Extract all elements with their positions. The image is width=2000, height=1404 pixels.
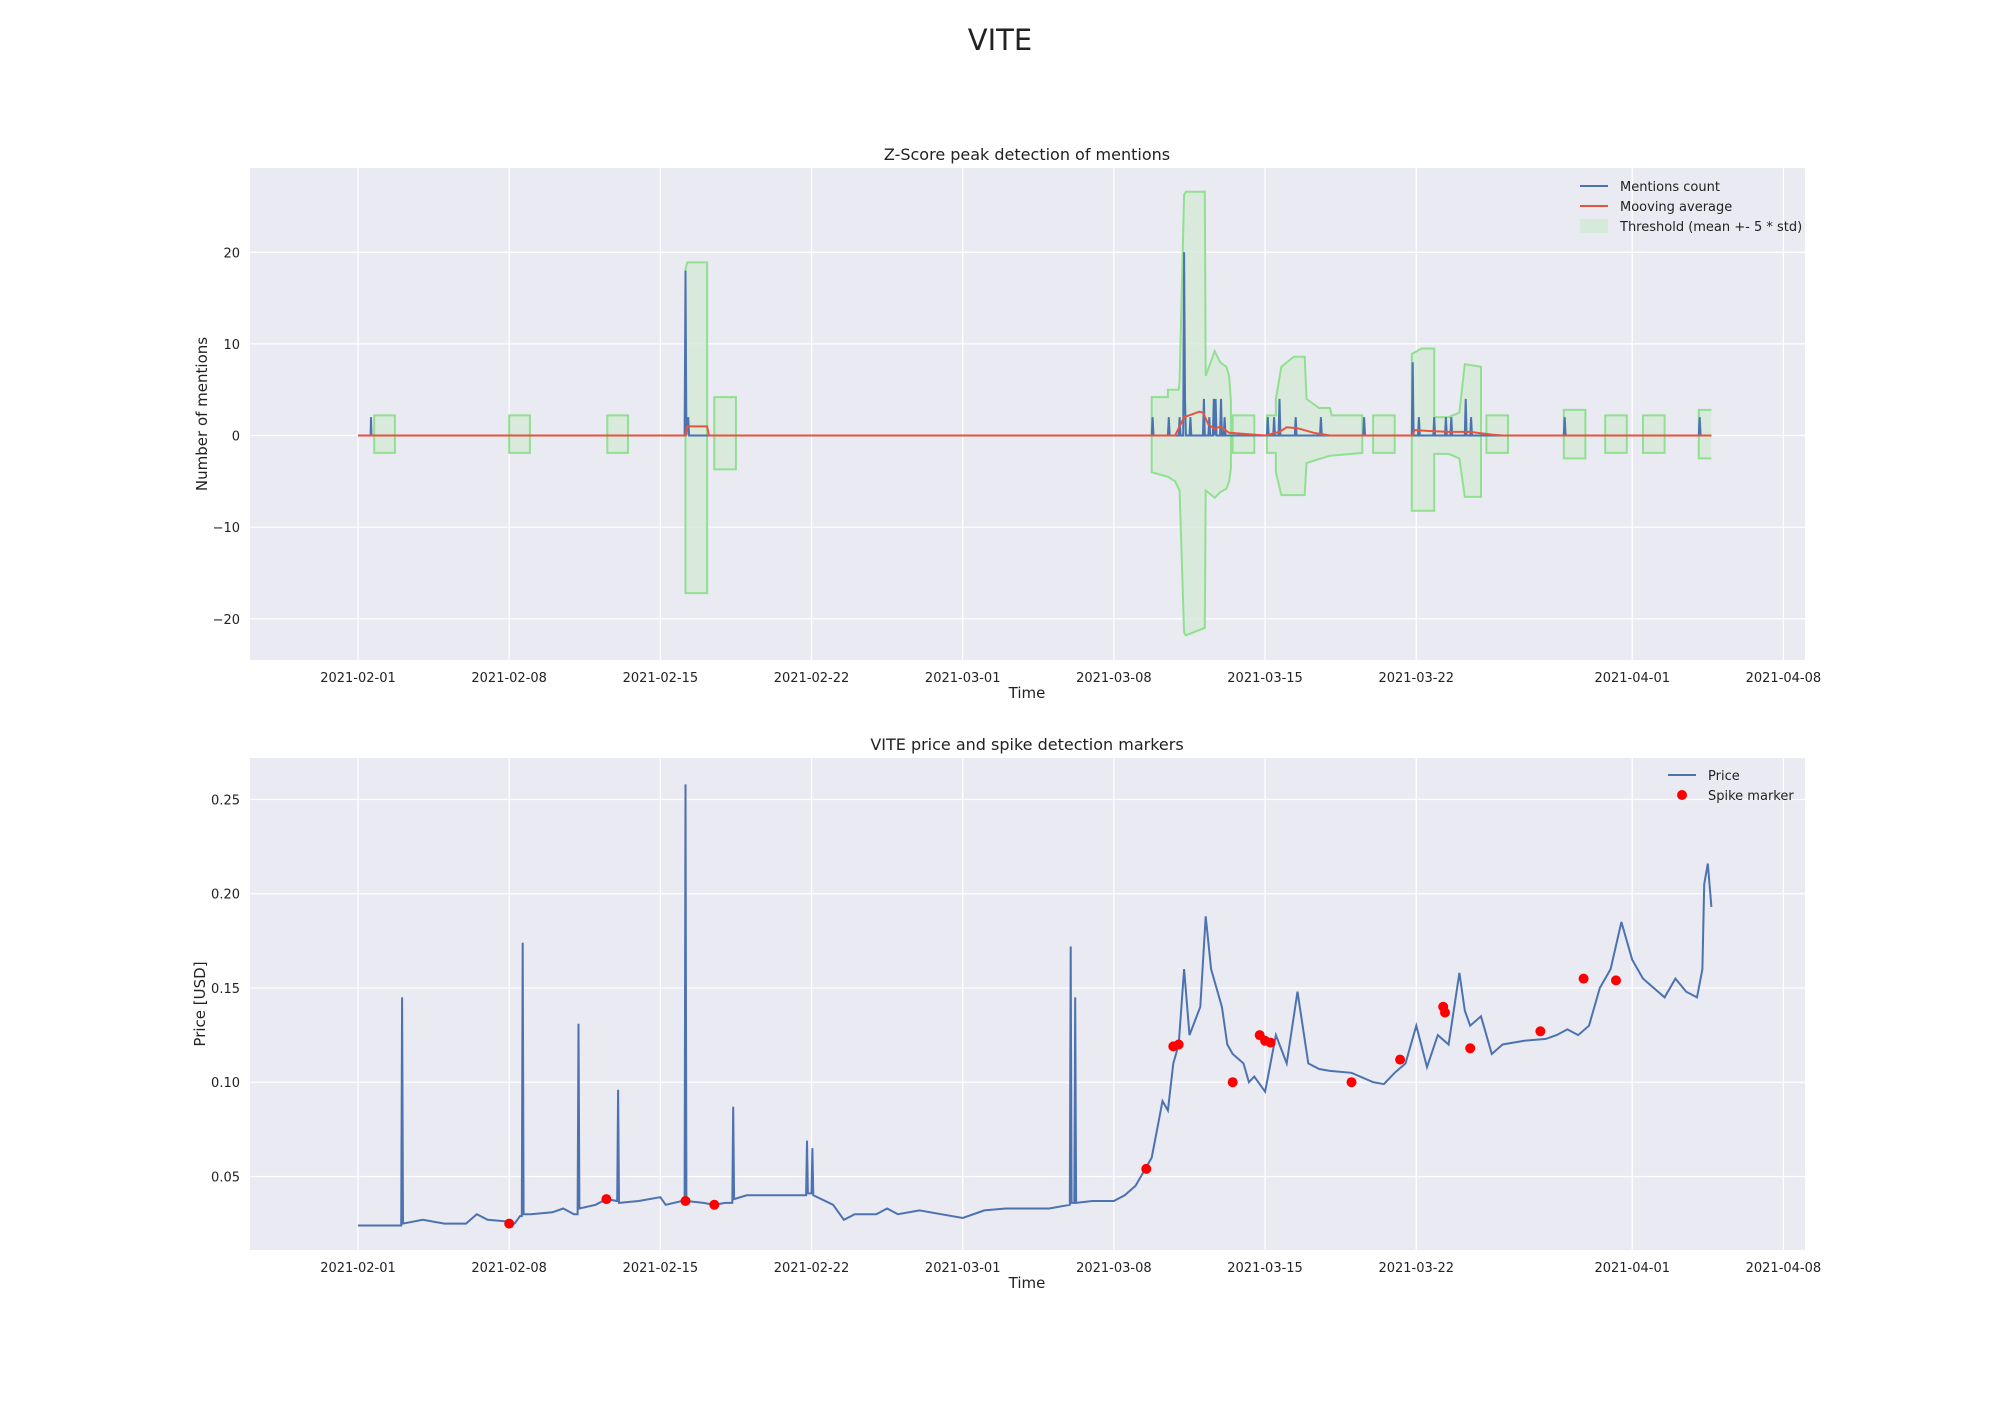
price-line [358, 784, 1713, 1227]
mentions-ytick-label: −10 [213, 521, 240, 536]
mentions-xtick-label: 2021-02-22 [774, 671, 850, 686]
mentions-ytick-label: 0 [232, 430, 240, 445]
spike-marker [1611, 975, 1621, 986]
price-plot-area [358, 784, 1713, 1229]
price-title: VITE price and spike detection markers [870, 735, 1183, 754]
threshold-lower-line [358, 434, 1712, 637]
price-ytick-label: 0.25 [211, 793, 240, 808]
price-ylabel: Price [USD] [191, 961, 209, 1046]
mentions-title: Z-Score peak detection of mentions [884, 145, 1170, 164]
spike-marker [1265, 1037, 1276, 1048]
legend-moving-average-label: Mooving average [1620, 200, 1732, 215]
price-xtick-label: 2021-02-22 [774, 1261, 850, 1276]
spike-marker [504, 1218, 515, 1229]
mentions-ticks: 2021-02-01 2021-02-08 2021-02-15 2021-02-22… [213, 246, 1822, 686]
legend-spike-label: Spike marker [1708, 789, 1794, 804]
spike-marker [1535, 1026, 1546, 1037]
spike-marker [1440, 1007, 1450, 1018]
price-legend: Price Spike marker [1668, 769, 1794, 804]
price-ytick-label: 0.10 [211, 1076, 240, 1091]
mentions-xtick-label: 2021-04-08 [1746, 671, 1822, 686]
price-xtick-label: 2021-02-08 [471, 1261, 547, 1276]
moving-average-line [358, 410, 1712, 437]
price-panel: 2021-02-01 2021-02-08 2021-02-15 2021-02-22… [191, 735, 1821, 1292]
mentions-xtick-label: 2021-03-22 [1378, 671, 1454, 686]
price-ytick-label: 0.05 [211, 1170, 240, 1185]
spike-marker [709, 1199, 720, 1210]
price-xtick-label: 2021-02-15 [623, 1261, 699, 1276]
mentions-xtick-label: 2021-02-01 [320, 671, 396, 686]
price-xtick-label: 2021-04-01 [1594, 1261, 1670, 1276]
mentions-ytick-label: −20 [213, 613, 240, 628]
price-xlabel: Time [1008, 1274, 1046, 1292]
mentions-ytick-label: 20 [223, 246, 240, 261]
mentions-ylabel: Number of mentions [193, 337, 211, 491]
mentions-plot-area [358, 190, 1712, 637]
spike-marker [680, 1196, 691, 1206]
legend-threshold-patch [1580, 219, 1608, 233]
mentions-legend: Mentions count Mooving average Threshold… [1580, 180, 1802, 235]
price-xtick-label: 2021-04-08 [1746, 1261, 1822, 1276]
legend-price-label: Price [1708, 769, 1740, 784]
spike-marker [1346, 1077, 1357, 1088]
mentions-xtick-label: 2021-03-08 [1076, 671, 1152, 686]
mentions-xtick-label: 2021-03-15 [1227, 671, 1303, 686]
mentions-xlabel: Time [1008, 684, 1046, 702]
mentions-grid [250, 168, 1805, 660]
spike-marker [1578, 973, 1589, 984]
price-xtick-label: 2021-03-22 [1378, 1261, 1454, 1276]
mentions-xtick-label: 2021-03-01 [925, 671, 1001, 686]
price-xtick-label: 2021-03-01 [925, 1261, 1001, 1276]
mentions-panel: 2021-02-01 2021-02-08 2021-02-15 2021-02-22… [193, 145, 1821, 702]
spike-marker [1227, 1077, 1238, 1088]
price-ytick-label: 0.15 [211, 982, 240, 997]
mentions-ytick-label: 10 [223, 338, 240, 353]
spike-marker [1465, 1043, 1476, 1054]
threshold-band [358, 191, 1712, 636]
figure-title: VITE [968, 23, 1032, 57]
legend-mentions-label: Mentions count [1620, 180, 1720, 195]
spike-marker [601, 1194, 612, 1205]
mentions-xtick-label: 2021-04-01 [1594, 671, 1670, 686]
price-xtick-label: 2021-03-15 [1227, 1261, 1303, 1276]
legend-threshold-label: Threshold (mean +- 5 * std) [1619, 220, 1802, 235]
mentions-xtick-label: 2021-02-15 [623, 671, 699, 686]
price-xtick-label: 2021-02-01 [320, 1261, 396, 1276]
price-xtick-label: 2021-03-08 [1076, 1261, 1152, 1276]
mentions-xtick-label: 2021-02-08 [471, 671, 547, 686]
spike-marker [1173, 1039, 1184, 1050]
price-grid [250, 758, 1805, 1250]
price-ytick-label: 0.20 [211, 888, 240, 903]
spike-marker [1395, 1054, 1406, 1065]
price-ticks: 2021-02-01 2021-02-08 2021-02-15 2021-02-22… [211, 793, 1821, 1276]
legend-spike-marker [1677, 790, 1687, 800]
spike-marker [1141, 1163, 1152, 1174]
